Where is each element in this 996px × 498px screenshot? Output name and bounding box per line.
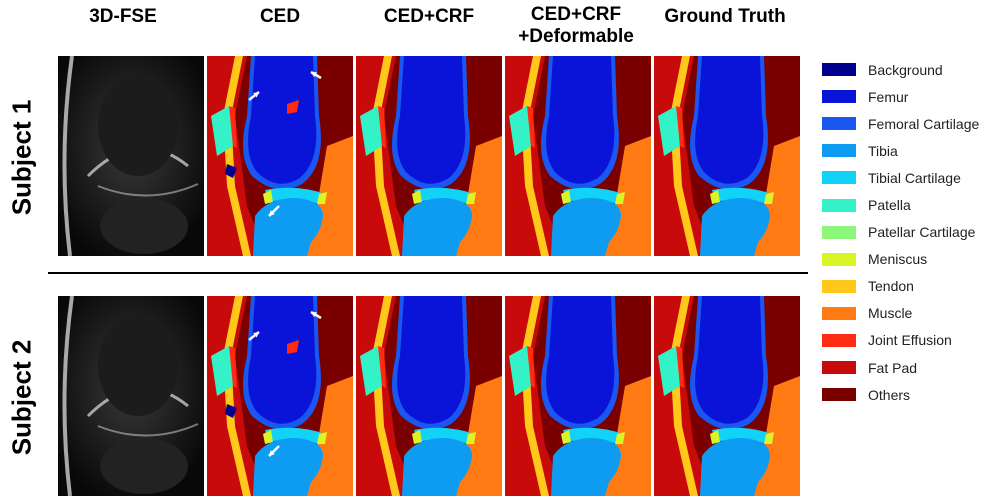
segmentation-map [505, 56, 651, 256]
column-header-ced: CED [259, 6, 301, 27]
panel-subject-1-ground-truth [654, 56, 800, 256]
legend-swatch-patella [822, 198, 856, 212]
segmentation-map [207, 296, 353, 496]
legend-swatch-patellar-cartilage [822, 225, 856, 239]
column-header-3d-fse: 3D-FSE [89, 6, 157, 27]
segmentation-map [654, 56, 800, 256]
legend-item-femoral-cartilage: Femoral Cartilage [822, 110, 979, 137]
legend-swatch-muscle [822, 306, 856, 320]
row-label-subject-1: Subject 1 [6, 99, 37, 216]
legend-swatch-joint-effusion [822, 333, 856, 347]
column-header-ced-crf: CED+CRF [383, 6, 475, 27]
panel-subject-2-ground-truth [654, 296, 800, 496]
legend: Background Femur Femoral Cartilage Tibia… [822, 56, 979, 408]
row-label-subject-2: Subject 2 [6, 339, 37, 456]
mri-image [58, 296, 204, 496]
legend-swatch-background [822, 63, 856, 77]
column-header-ced-crf-deformable: CED+CRF +Deformable [518, 4, 634, 47]
legend-item-patella: Patella [822, 191, 979, 218]
segmentation-map [654, 296, 800, 496]
legend-item-femur: Femur [822, 83, 979, 110]
legend-swatch-tibia [822, 144, 856, 158]
legend-item-muscle: Muscle [822, 300, 979, 327]
mri-image [58, 56, 204, 256]
panel-subject-2-ced-crf [356, 296, 502, 496]
legend-swatch-meniscus [822, 252, 856, 266]
row-divider [48, 272, 808, 274]
panel-subject-1-ced-crf-deformable [505, 56, 651, 256]
legend-swatch-fat-pad [822, 361, 856, 375]
legend-item-tibia: Tibia [822, 137, 979, 164]
panel-subject-2-ced [207, 296, 353, 496]
legend-item-meniscus: Meniscus [822, 246, 979, 273]
legend-item-tendon: Tendon [822, 273, 979, 300]
legend-item-joint-effusion: Joint Effusion [822, 327, 979, 354]
panel-subject-1-fse [58, 56, 204, 256]
legend-item-others: Others [822, 381, 979, 408]
panel-subject-1-ced-crf [356, 56, 502, 256]
panel-subject-1-ced [207, 56, 353, 256]
legend-swatch-tibial-cartilage [822, 171, 856, 185]
legend-item-fat-pad: Fat Pad [822, 354, 979, 381]
legend-swatch-femoral-cartilage [822, 117, 856, 131]
panel-subject-2-ced-crf-deformable [505, 296, 651, 496]
legend-item-patellar-cartilage: Patellar Cartilage [822, 219, 979, 246]
segmentation-map [505, 296, 651, 496]
segmentation-map [356, 296, 502, 496]
panel-subject-2-fse [58, 296, 204, 496]
column-header-ground-truth: Ground Truth [664, 6, 786, 27]
legend-swatch-femur [822, 90, 856, 104]
segmentation-map [207, 56, 353, 256]
legend-item-tibial-cartilage: Tibial Cartilage [822, 164, 979, 191]
legend-swatch-tendon [822, 279, 856, 293]
legend-item-background: Background [822, 56, 979, 83]
segmentation-map [356, 56, 502, 256]
legend-swatch-others [822, 388, 856, 402]
